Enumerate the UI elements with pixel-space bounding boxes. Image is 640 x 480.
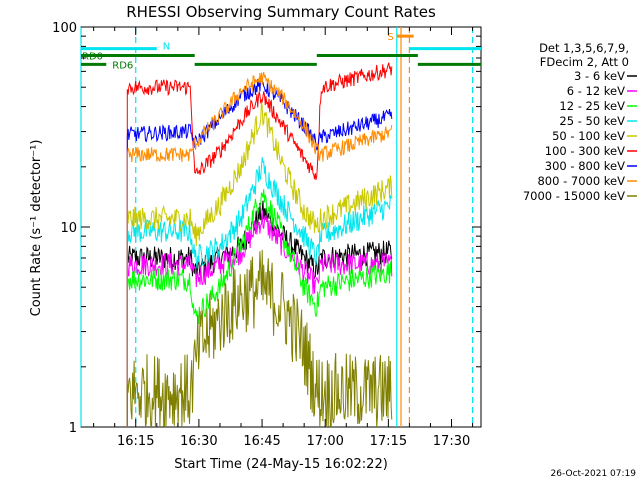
x-tick-label-4: 17:15 — [370, 434, 407, 449]
flag-rd0: RD0 — [81, 52, 418, 63]
flag-label-rd0: RD0 — [82, 52, 103, 63]
legend-entry-6: 300 - 800 keV — [545, 159, 625, 173]
legend-header-0: Det 1,3,5,6,7,9, — [539, 41, 629, 55]
flag-rd6: RD6 — [81, 60, 481, 71]
series-2 — [126, 189, 393, 427]
y-tick-label-2: 100 — [52, 21, 77, 36]
series-0 — [126, 200, 393, 427]
series-line-3 — [126, 157, 392, 427]
x-axis-label: Start Time (24-May-15 16:02:22) — [174, 457, 388, 472]
flag-label-n: N — [163, 42, 170, 53]
series-line-1 — [126, 210, 393, 427]
legend-entry-3: 25 - 50 keV — [559, 114, 625, 128]
series-line-0 — [126, 200, 393, 427]
x-tick-label-2: 16:45 — [243, 434, 280, 449]
flag-n: N — [81, 42, 481, 53]
series-line-2 — [126, 189, 393, 427]
series-3 — [126, 157, 392, 427]
series-line-5 — [126, 62, 393, 427]
y-axis-label: Count Rate (s⁻¹ detector⁻¹) — [29, 140, 44, 317]
x-tick-label-1: 16:30 — [180, 434, 217, 449]
series-8 — [126, 249, 393, 429]
x-tick-label-5: 17:30 — [433, 434, 470, 449]
chart-title: RHESSI Observing Summary Count Rates — [126, 3, 436, 21]
series-5 — [126, 62, 393, 427]
legend-entry-1: 6 - 12 keV — [567, 84, 625, 98]
flag-label-rd6: RD6 — [112, 60, 133, 71]
series-4 — [126, 101, 393, 427]
series-line-8 — [126, 249, 393, 429]
series-1 — [126, 210, 393, 427]
series-7 — [126, 71, 393, 427]
x-tick-label-3: 17:00 — [306, 434, 343, 449]
legend-header-1: FDecim 2, Att 0 — [540, 55, 629, 69]
legend-entry-2: 12 - 25 keV — [559, 99, 625, 113]
legend-entry-0: 3 - 6 keV — [574, 69, 625, 83]
legend-entry-5: 100 - 300 keV — [545, 144, 625, 158]
series-line-7 — [126, 71, 393, 427]
timestamp: 26-Oct-2021 07:19 — [551, 469, 637, 479]
legend-entry-7: 800 - 7000 keV — [537, 174, 625, 188]
legend-entry-4: 50 - 100 keV — [552, 129, 625, 143]
flag-s: S — [387, 32, 414, 43]
flag-label-s: S — [387, 32, 393, 43]
series-line-4 — [126, 101, 393, 427]
x-tick-label-0: 16:15 — [117, 434, 154, 449]
legend: Det 1,3,5,6,7,9,FDecim 2, Att 03 - 6 keV… — [523, 41, 637, 203]
legend-entry-8: 7000 - 15000 keV — [523, 189, 625, 203]
y-tick-label-0: 1 — [69, 421, 77, 436]
plot-area: N S RD0 RD6 16:15 16:30 16:45 17:00 17:15 17:30 1 1… — [52, 21, 482, 449]
y-tick-label-1: 10 — [60, 221, 77, 236]
